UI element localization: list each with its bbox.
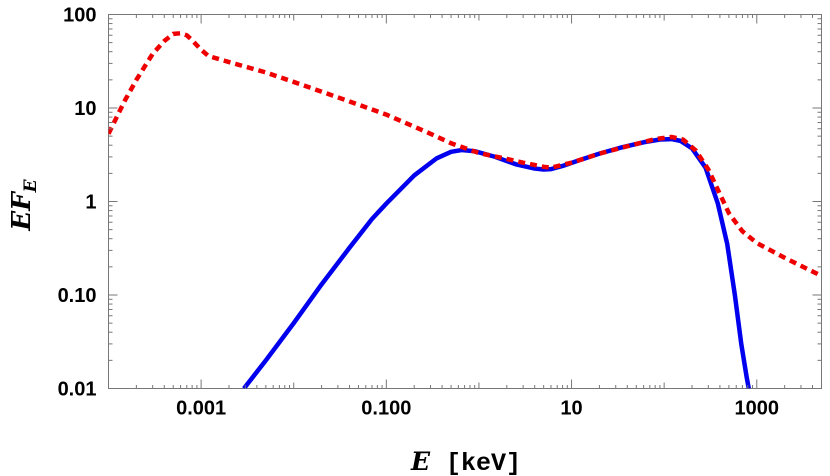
y-tick-label: 1	[85, 192, 96, 214]
y-tick-label: 10	[74, 98, 96, 120]
y-tick-label: 0.01	[58, 379, 97, 401]
series-blue-solid-line	[242, 136, 752, 389]
x-axis-symbol: E	[410, 447, 431, 476]
y-tick-label: 100	[63, 5, 96, 27]
x-tick-label: 0.001	[176, 398, 226, 420]
y-tick-label: 0.10	[58, 285, 97, 307]
x-axis: 0.001 0.100 10 1000	[108, 14, 822, 420]
series-layer	[108, 31, 822, 389]
plot-frame	[108, 14, 822, 389]
y-axis-title: EFE	[7, 178, 41, 231]
y-axis-subscript: E	[21, 178, 41, 193]
x-tick-label: 0.100	[361, 398, 411, 420]
x-axis-unit: [keV]	[446, 449, 521, 476]
y-axis: 0.01 0.10 1 10 100	[58, 5, 822, 401]
y-axis-main: EF	[7, 191, 37, 232]
x-tick-label: 1000	[735, 398, 780, 420]
x-tick-label: 10	[560, 398, 582, 420]
x-axis-title: E [keV]	[410, 447, 521, 476]
series-red-dashed-line	[108, 31, 822, 278]
